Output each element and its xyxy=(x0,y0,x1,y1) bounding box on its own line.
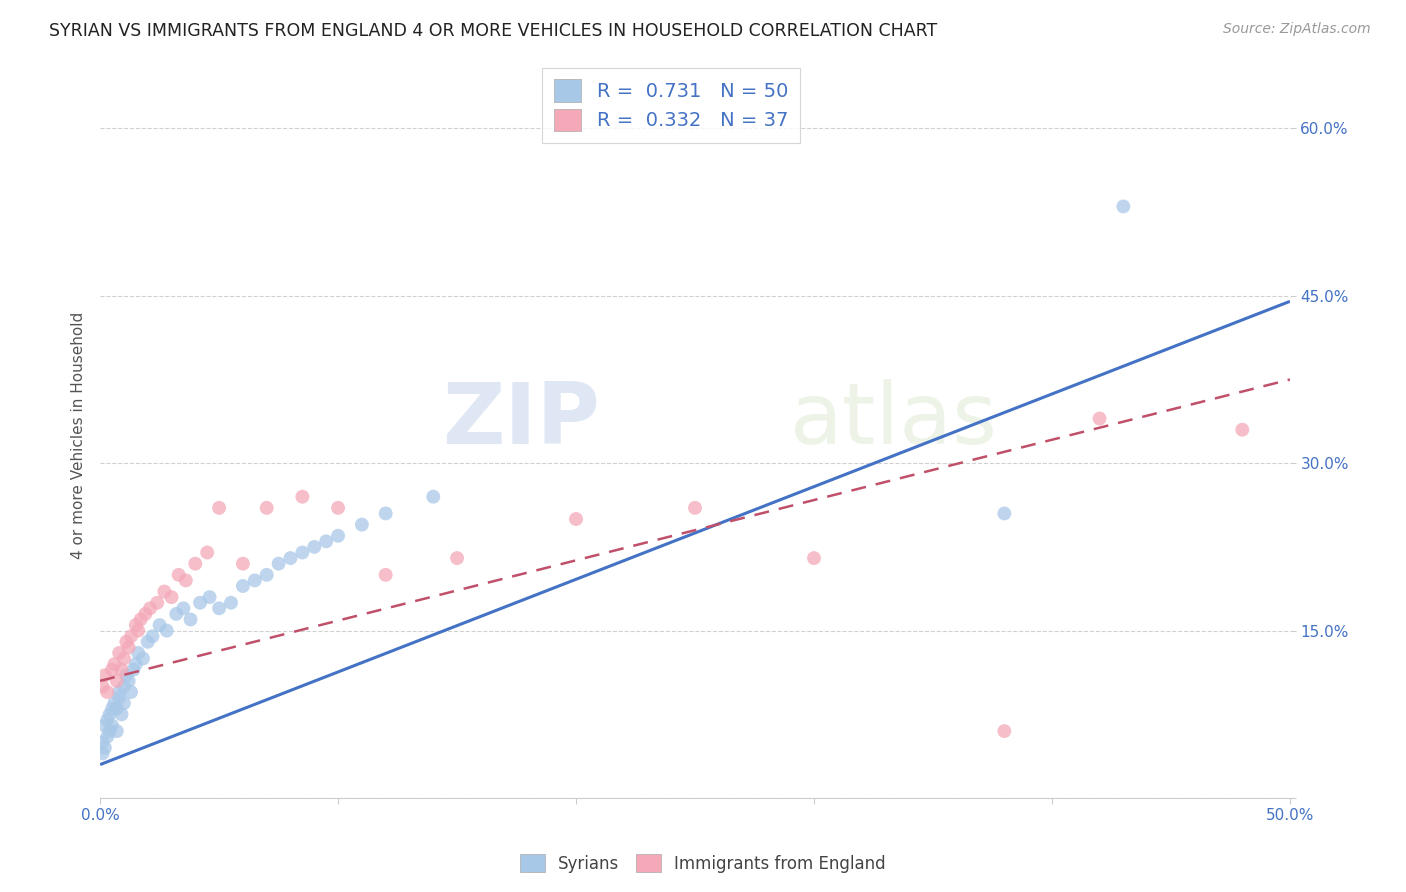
Point xyxy=(94,718,117,732)
Point xyxy=(184,557,207,571)
Point xyxy=(243,574,266,588)
Point xyxy=(112,651,135,665)
Point xyxy=(132,651,155,665)
Point xyxy=(208,601,231,615)
Point xyxy=(110,707,132,722)
Point xyxy=(326,529,349,543)
Point xyxy=(374,567,396,582)
Point xyxy=(165,607,187,621)
Text: SYRIAN VS IMMIGRANTS FROM ENGLAND 4 OR MORE VEHICLES IN HOUSEHOLD CORRELATION CH: SYRIAN VS IMMIGRANTS FROM ENGLAND 4 OR M… xyxy=(49,22,938,40)
Point xyxy=(172,601,194,615)
Point xyxy=(149,618,172,632)
Point xyxy=(118,640,141,655)
Point xyxy=(96,685,118,699)
Point xyxy=(122,663,145,677)
Point xyxy=(1088,411,1111,425)
Text: ZIP: ZIP xyxy=(441,379,600,462)
Point xyxy=(94,740,117,755)
Point xyxy=(136,635,159,649)
Point xyxy=(198,590,221,604)
Y-axis label: 4 or more Vehicles in Household: 4 or more Vehicles in Household xyxy=(72,311,86,559)
Point xyxy=(105,724,128,739)
Point xyxy=(101,718,124,732)
Point xyxy=(105,702,128,716)
Point xyxy=(291,490,314,504)
Text: atlas: atlas xyxy=(790,379,998,462)
Point xyxy=(115,668,138,682)
Point xyxy=(108,690,131,705)
Point xyxy=(304,540,326,554)
Point xyxy=(1112,199,1135,213)
Point xyxy=(156,624,179,638)
Point xyxy=(112,696,135,710)
Point xyxy=(153,584,176,599)
Point xyxy=(160,590,183,604)
Point xyxy=(96,730,118,744)
Point xyxy=(129,612,152,626)
Point xyxy=(167,567,190,582)
Point xyxy=(208,500,231,515)
Point xyxy=(112,680,135,694)
Point xyxy=(101,702,124,716)
Point xyxy=(103,696,125,710)
Point xyxy=(256,500,278,515)
Point xyxy=(108,646,131,660)
Point xyxy=(120,685,142,699)
Point xyxy=(118,673,141,688)
Point xyxy=(141,629,163,643)
Point xyxy=(291,545,314,559)
Point xyxy=(91,680,114,694)
Point xyxy=(127,646,149,660)
Point xyxy=(139,601,162,615)
Point xyxy=(446,551,468,566)
Point xyxy=(232,579,254,593)
Point xyxy=(350,517,373,532)
Point xyxy=(98,724,121,739)
Point xyxy=(565,512,588,526)
Point xyxy=(115,635,138,649)
Point xyxy=(101,663,124,677)
Point xyxy=(98,707,121,722)
Legend: R =  0.731   N = 50, R =  0.332   N = 37: R = 0.731 N = 50, R = 0.332 N = 37 xyxy=(543,68,800,143)
Point xyxy=(195,545,218,559)
Point xyxy=(94,668,117,682)
Point xyxy=(96,713,118,727)
Point xyxy=(125,657,148,672)
Point xyxy=(103,657,125,672)
Point xyxy=(803,551,825,566)
Point xyxy=(315,534,337,549)
Point xyxy=(1232,423,1254,437)
Point xyxy=(422,490,444,504)
Point xyxy=(180,612,202,626)
Point xyxy=(120,629,142,643)
Point xyxy=(105,673,128,688)
Point xyxy=(267,557,290,571)
Legend: Syrians, Immigrants from England: Syrians, Immigrants from England xyxy=(513,847,893,880)
Point xyxy=(125,618,148,632)
Point xyxy=(91,735,114,749)
Point xyxy=(374,507,396,521)
Point xyxy=(993,507,1015,521)
Point xyxy=(110,663,132,677)
Text: Source: ZipAtlas.com: Source: ZipAtlas.com xyxy=(1223,22,1371,37)
Point xyxy=(174,574,197,588)
Point xyxy=(993,724,1015,739)
Point xyxy=(219,596,242,610)
Point xyxy=(108,685,131,699)
Point xyxy=(256,567,278,582)
Point xyxy=(91,747,114,761)
Point xyxy=(127,624,149,638)
Point xyxy=(134,607,156,621)
Point xyxy=(146,596,169,610)
Point xyxy=(683,500,706,515)
Point xyxy=(326,500,349,515)
Point xyxy=(232,557,254,571)
Point xyxy=(188,596,211,610)
Point xyxy=(280,551,302,566)
